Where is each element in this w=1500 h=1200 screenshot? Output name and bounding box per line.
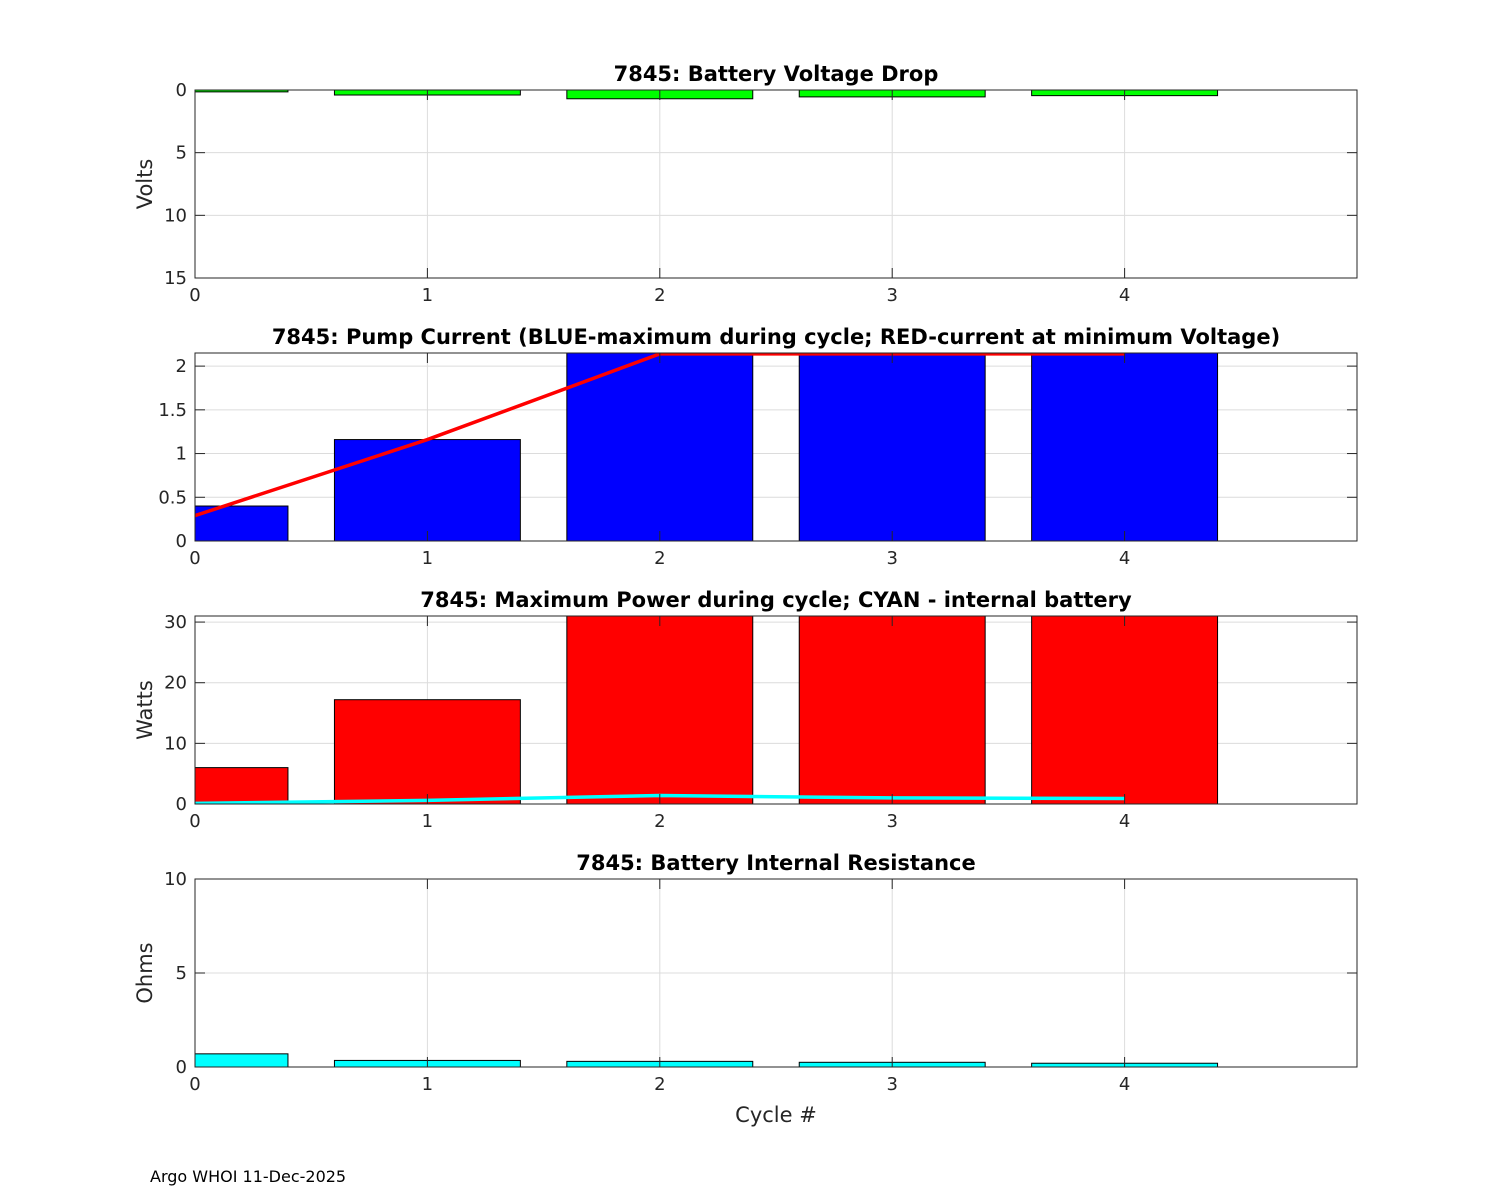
y-tick-label: 0	[176, 1057, 187, 1078]
footer-text: Argo WHOI 11-Dec-2025	[150, 1167, 346, 1186]
y-tick-label: 1	[176, 444, 187, 465]
bar-pump-current-2	[566, 353, 754, 541]
panel-internal-resistance: 0 1 2 3 4 0 5 10 7845: Battery Internal Resistan…	[133, 851, 1358, 1127]
x-tick-label: 4	[1119, 548, 1130, 569]
x-tick-label: 4	[1119, 285, 1130, 306]
panel-max-power: 0 1 2 3 4 0 10 20 30 7845: Maximum Power during c…	[133, 588, 1358, 832]
plot-area	[195, 90, 1357, 278]
y-axis-label: Ohms	[133, 942, 157, 1003]
x-tick-label: 1	[422, 548, 433, 569]
bar-pump-current-3	[798, 353, 986, 541]
bar-max-power-1	[333, 699, 521, 804]
y-tick-label: 15	[164, 268, 187, 289]
bar-max-power-3	[798, 616, 986, 804]
x-tick-label: 1	[422, 811, 433, 832]
y-tick-label: 5	[176, 963, 187, 984]
x-tick-label: 3	[886, 285, 897, 306]
panel-pump-current: 0 1 2 3 4 0 0.5 1 1.5 2 7845: Pump Current (BLUE-m…	[158, 325, 1358, 569]
chart-title: 7845: Pump Current (BLUE-maximum during …	[272, 325, 1280, 349]
x-tick-label: 0	[189, 1074, 200, 1095]
bar-max-power-4	[1031, 616, 1219, 804]
bar-pump-current-1	[333, 439, 521, 541]
y-tick-label: 5	[176, 143, 187, 164]
x-tick-label: 1	[422, 285, 433, 306]
x-tick-label: 2	[654, 1074, 665, 1095]
y-tick-label: 30	[164, 612, 187, 633]
bar-internal-resistance-0	[195, 1053, 289, 1067]
y-tick-label: 0	[176, 794, 187, 815]
y-tick-label: 1.5	[158, 400, 187, 421]
x-tick-label: 2	[654, 285, 665, 306]
chart-title: 7845: Maximum Power during cycle; CYAN -…	[420, 588, 1132, 612]
axes-box	[194, 89, 1358, 279]
bar-max-power-0	[195, 767, 289, 804]
x-tick-label: 0	[189, 811, 200, 832]
x-tick-label: 0	[189, 285, 200, 306]
y-tick-label: 0	[176, 531, 187, 552]
y-tick-label: 0	[176, 80, 187, 101]
y-tick-label: 10	[164, 733, 187, 754]
y-tick-label: 10	[164, 869, 187, 890]
y-axis-label: Volts	[133, 159, 157, 210]
x-tick-label: 3	[886, 811, 897, 832]
x-axis-label: Cycle #	[735, 1103, 817, 1127]
x-tick-label: 0	[189, 548, 200, 569]
y-axis-label: Watts	[133, 680, 157, 740]
x-tick-label: 4	[1119, 811, 1130, 832]
x-tick-label: 3	[886, 1074, 897, 1095]
x-tick-label: 2	[654, 811, 665, 832]
panel-voltage-drop: 0 1 2 3 4 0 5 10 15 7845: Battery Voltage Drop Vol…	[133, 62, 1358, 306]
y-tick-label: 20	[164, 673, 187, 694]
y-tick-label: 0.5	[158, 487, 187, 508]
y-tick-label: 10	[164, 205, 187, 226]
x-tick-label: 3	[886, 548, 897, 569]
bar-max-power-2	[566, 616, 754, 804]
chart-title: 7845: Battery Voltage Drop	[614, 62, 939, 86]
y-tick-label: 2	[176, 356, 187, 377]
series-marks	[195, 616, 1219, 804]
x-tick-label: 2	[654, 548, 665, 569]
bar-pump-current-4	[1031, 353, 1219, 541]
x-tick-label: 1	[422, 1074, 433, 1095]
axes-box	[194, 615, 1358, 805]
series-marks	[195, 353, 1219, 541]
chart-title: 7845: Battery Internal Resistance	[576, 851, 976, 875]
x-tick-label: 4	[1119, 1074, 1130, 1095]
axes-box	[194, 352, 1358, 542]
bar-voltage-drop-0	[195, 90, 289, 93]
